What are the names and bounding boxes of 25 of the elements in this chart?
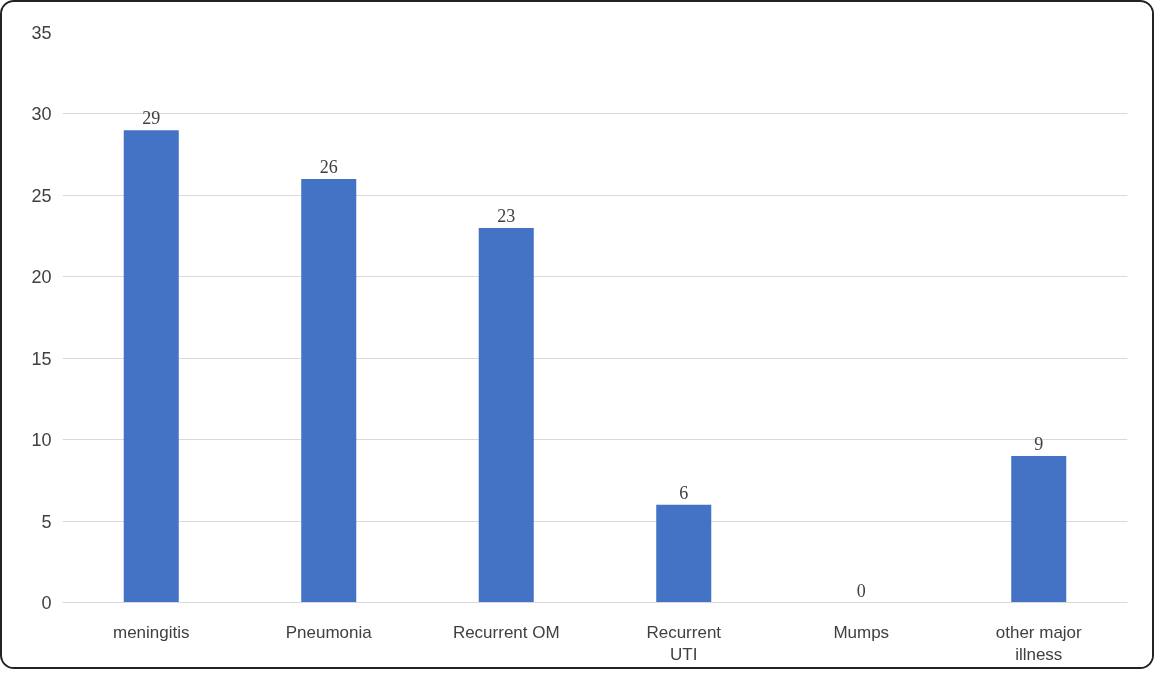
x-tick-label: Recurrent OM	[452, 622, 560, 642]
data-label: 9	[1034, 433, 1044, 454]
y-tick-label: 25	[31, 185, 52, 206]
data-label: 6	[679, 482, 689, 503]
data-label: 0	[856, 580, 866, 601]
data-label: 26	[319, 157, 338, 178]
x-tick-label: Pneumonia	[285, 622, 373, 642]
y-tick-label: 30	[31, 104, 52, 125]
x-tick-label: meningitis	[112, 622, 190, 642]
x-tick-label: other major illness	[995, 622, 1083, 665]
x-tick-label: Recurrent UTI	[646, 622, 722, 665]
bar	[1011, 455, 1067, 603]
bar	[301, 179, 357, 603]
data-label: 29	[142, 108, 161, 129]
bar	[656, 504, 712, 603]
y-tick-label: 20	[31, 267, 52, 288]
x-tick-label: Mumps	[833, 622, 890, 642]
y-tick-label: 15	[31, 348, 52, 369]
y-tick-label: 35	[31, 23, 52, 43]
y-tick-label: 0	[41, 593, 52, 613]
data-label: 23	[497, 205, 516, 226]
bar	[478, 227, 534, 603]
y-tick-label: 5	[41, 511, 52, 532]
y-tick-label: 10	[31, 430, 52, 451]
bar	[123, 130, 179, 603]
